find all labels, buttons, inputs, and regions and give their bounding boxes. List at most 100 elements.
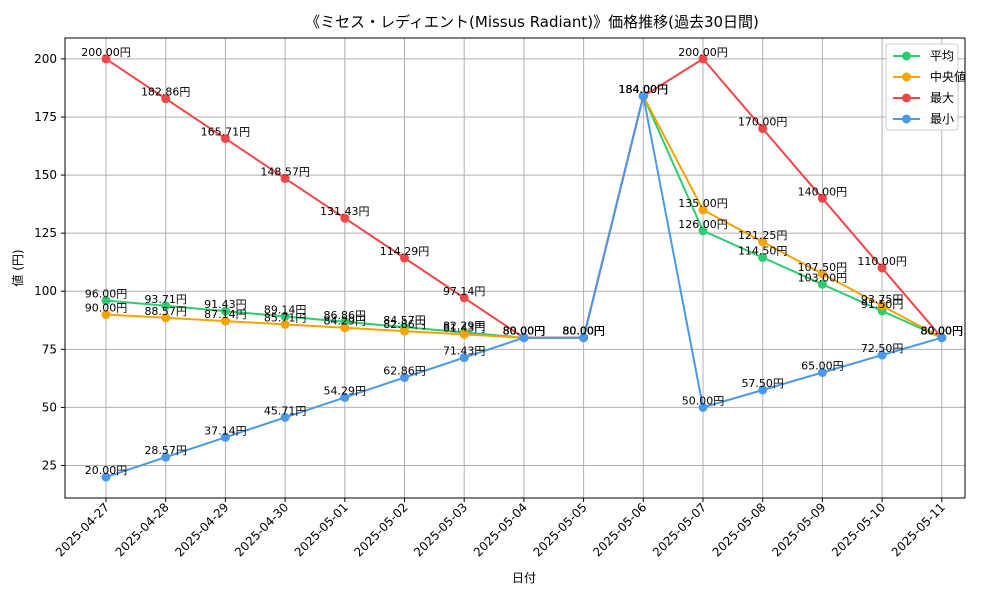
data-label: 103.00円 (798, 271, 848, 284)
data-label: 91.43円 (204, 298, 247, 311)
data-label: 89.14円 (264, 303, 307, 316)
data-label: 80.00円 (921, 325, 964, 338)
data-label: 84.29円 (324, 315, 367, 328)
data-label: 80.00円 (503, 325, 546, 338)
data-point (280, 311, 290, 321)
data-label: 80.00円 (562, 325, 605, 338)
data-label: 121.25円 (738, 229, 788, 242)
y-tick-label: 100 (34, 284, 57, 298)
y-tick-label: 25 (42, 458, 57, 472)
data-point (698, 54, 708, 64)
data-point (459, 353, 469, 363)
data-point (817, 279, 827, 289)
data-label: 54.29円 (324, 384, 367, 397)
legend-label: 最小 (930, 112, 954, 126)
data-label: 80.00円 (921, 325, 964, 338)
data-point (698, 205, 708, 215)
data-label: 170.00円 (738, 116, 788, 129)
data-point (220, 432, 230, 442)
data-label: 135.00円 (678, 197, 728, 210)
data-point (340, 392, 350, 402)
y-axis-ticks: 25 50 75 100 125 150 175 200 (34, 52, 65, 472)
chart-title: 《ミセス・レディエント(Missus Radiant)》価格推移(過去30日間) (305, 13, 759, 31)
data-point (400, 373, 409, 383)
y-tick-label: 50 (42, 400, 57, 414)
plot-frame (64, 37, 966, 499)
data-point (280, 412, 290, 422)
y-tick-label: 75 (42, 342, 57, 356)
data-label: 200.00円 (678, 46, 728, 59)
legend-label: 平均 (930, 49, 954, 63)
data-label: 37.14円 (204, 424, 247, 437)
data-point (101, 472, 111, 482)
data-point (877, 301, 887, 311)
data-point (340, 323, 350, 333)
data-point (817, 368, 827, 378)
data-label: 90.00円 (85, 301, 128, 314)
data-label: 28.57円 (144, 444, 187, 457)
data-label: 97.14円 (443, 285, 486, 298)
data-label: 114.50円 (738, 245, 788, 258)
data-point (280, 319, 290, 329)
data-point (758, 124, 768, 134)
data-label: 88.57円 (144, 305, 187, 318)
data-point (817, 193, 827, 203)
data-point (877, 263, 887, 273)
data-point (698, 226, 708, 236)
data-label: 45.71円 (264, 404, 307, 417)
data-label: 82.29円 (443, 319, 486, 332)
data-label: 85.71円 (264, 311, 307, 324)
data-label: 80.00円 (503, 325, 546, 338)
data-point (161, 94, 171, 104)
data-label: 96.00円 (85, 288, 128, 301)
data-point (161, 313, 171, 323)
legend-marker (902, 114, 911, 124)
data-point (161, 301, 171, 311)
data-label: 72.50円 (861, 342, 904, 355)
data-label: 62.86円 (383, 365, 426, 378)
data-label: 80.00円 (921, 325, 964, 338)
data-point (280, 173, 290, 183)
data-label: 80.00円 (562, 325, 605, 338)
data-label: 81.43円 (443, 321, 486, 334)
data-point (220, 134, 230, 144)
data-label: 184.00円 (619, 83, 669, 96)
data-label: 114.29円 (380, 245, 430, 258)
data-label: 50.00円 (682, 394, 725, 407)
data-point (579, 333, 589, 343)
data-point (459, 293, 469, 303)
data-label: 140.00円 (798, 185, 848, 198)
legend-marker (902, 72, 911, 82)
data-label: 20.00円 (85, 464, 128, 477)
data-point (638, 91, 648, 101)
data-label: 80.00円 (503, 325, 546, 338)
y-tick-label: 200 (34, 52, 57, 66)
legend-marker (902, 93, 911, 103)
legend-label: 中央値 (930, 69, 966, 84)
data-label: 80.00円 (503, 325, 546, 338)
data-point (758, 237, 768, 247)
data-label: 110.00円 (857, 255, 907, 268)
data-point (161, 452, 171, 462)
data-label: 184.00円 (619, 83, 669, 96)
data-label: 200.00円 (81, 46, 131, 59)
data-label: 148.57円 (260, 165, 310, 178)
legend-label: 最大 (930, 91, 954, 105)
data-label: 107.50円 (798, 261, 848, 274)
data-label: 184.00円 (619, 83, 669, 96)
data-label: 184.00円 (619, 83, 669, 96)
data-label: 65.00円 (801, 360, 844, 373)
data-label: 126.00円 (678, 218, 728, 231)
legend-marker (902, 51, 911, 61)
data-label: 91.50円 (861, 298, 904, 311)
x-axis-label: 日付 (512, 571, 536, 585)
data-label: 87.14円 (204, 308, 247, 321)
y-tick-label: 150 (34, 168, 57, 182)
y-axis-label: 値 (円) (10, 249, 25, 286)
data-point (101, 309, 111, 319)
data-point (220, 316, 230, 326)
data-label: 80.00円 (921, 325, 964, 338)
data-point (400, 253, 409, 263)
